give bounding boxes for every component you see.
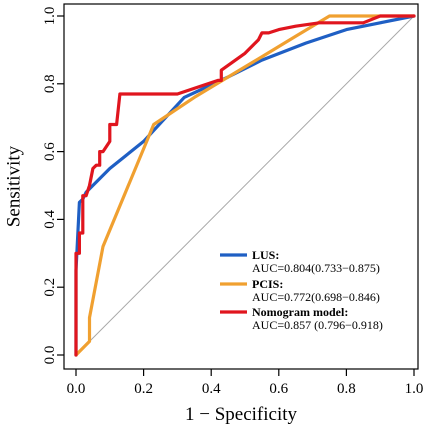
y-axis-title: Sensitivity <box>4 145 25 227</box>
y-tick-label: 0.2 <box>42 278 58 297</box>
legend-auc-nomogram: AUC=0.857 (0.796−0.918) <box>252 318 383 332</box>
plot-frame <box>63 3 419 370</box>
legend-label-lus: LUS: <box>252 248 279 262</box>
legend-label-nomogram: Nomogram model: <box>252 305 348 319</box>
x-tick-label: 0.2 <box>134 381 153 397</box>
x-tick-label: 0.0 <box>67 381 86 397</box>
y-tick-label: 0.6 <box>42 142 58 161</box>
y-tick-label: 0.0 <box>42 346 58 365</box>
roc-curve-pcis <box>74 14 416 357</box>
roc-curve-nomogram <box>74 14 416 357</box>
legend-auc-pcis: AUC=0.772(0.698−0.846) <box>252 290 380 304</box>
x-axis-title: 1 − Specificity <box>185 404 298 425</box>
legend-auc-lus: AUC=0.804(0.733−0.875) <box>252 261 380 275</box>
y-tick-label: 1.0 <box>42 7 58 26</box>
legend: LUS: AUC=0.804(0.733−0.875) PCIS: AUC=0.… <box>220 248 383 332</box>
x-tick-label: 0.6 <box>269 381 288 397</box>
y-tick-label: 0.4 <box>42 210 58 229</box>
y-tick-label: 0.8 <box>42 74 58 93</box>
x-tick-label: 1.0 <box>405 381 424 397</box>
x-axis: 0.0 0.2 0.4 0.6 0.8 1.0 <box>67 369 424 397</box>
legend-label-pcis: PCIS: <box>252 277 283 291</box>
reference-diagonal <box>75 15 415 356</box>
x-tick-label: 0.4 <box>202 381 221 397</box>
reference-diagonal-layer <box>75 15 415 356</box>
y-axis: 0.0 0.2 0.4 0.6 0.8 1.0 <box>42 7 64 365</box>
x-tick-label: 0.8 <box>337 381 356 397</box>
roc-curves-layer <box>74 14 416 357</box>
